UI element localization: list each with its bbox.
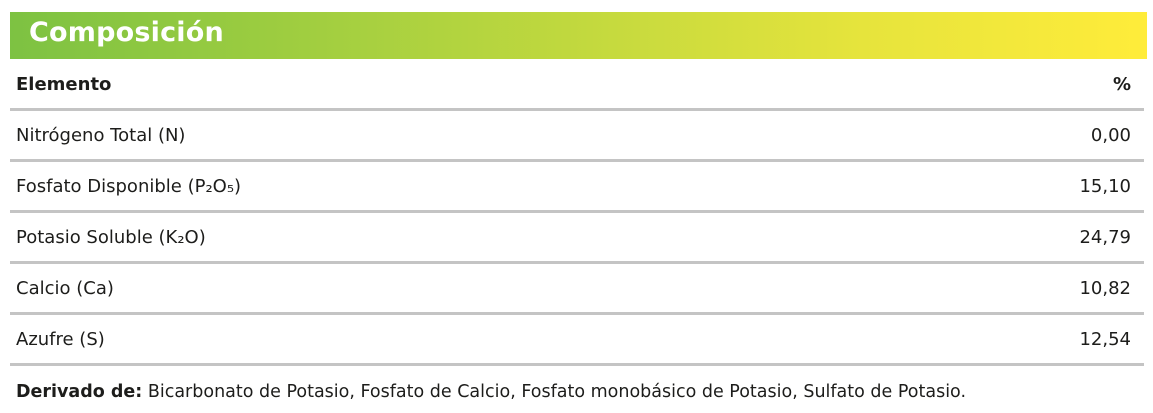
derived-from-label: Derivado de: [16, 382, 143, 402]
element-name: Calcio (Ca) [16, 278, 114, 299]
element-name: Azufre (S) [16, 329, 105, 350]
element-percent: 10,82 [1079, 278, 1131, 299]
table-header: Elemento % [10, 60, 1144, 111]
element-percent: 12,54 [1079, 329, 1131, 350]
element-percent: 15,10 [1079, 176, 1131, 197]
table-row: Azufre (S) 12,54 [10, 315, 1144, 366]
column-header-element: Elemento [16, 74, 112, 95]
section-title: Composición [29, 17, 224, 48]
table-row: Fosfato Disponible (P₂O₅) 15,10 [10, 162, 1144, 213]
element-percent: 0,00 [1090, 125, 1131, 146]
derived-from-note: Derivado de: Bicarbonato de Potasio, Fos… [16, 382, 966, 402]
element-name: Fosfato Disponible (P₂O₅) [16, 176, 242, 197]
table-row: Nitrógeno Total (N) 0,00 [10, 111, 1144, 162]
section-title-banner: Composición [10, 12, 1147, 59]
element-name: Potasio Soluble (K₂O) [16, 227, 206, 248]
element-name: Nitrógeno Total (N) [16, 125, 186, 146]
derived-from-text: Bicarbonato de Potasio, Fosfato de Calci… [142, 382, 967, 402]
column-header-percent: % [1112, 74, 1131, 95]
table-row: Potasio Soluble (K₂O) 24,79 [10, 213, 1144, 264]
table-row: Calcio (Ca) 10,82 [10, 264, 1144, 315]
element-percent: 24,79 [1079, 227, 1131, 248]
